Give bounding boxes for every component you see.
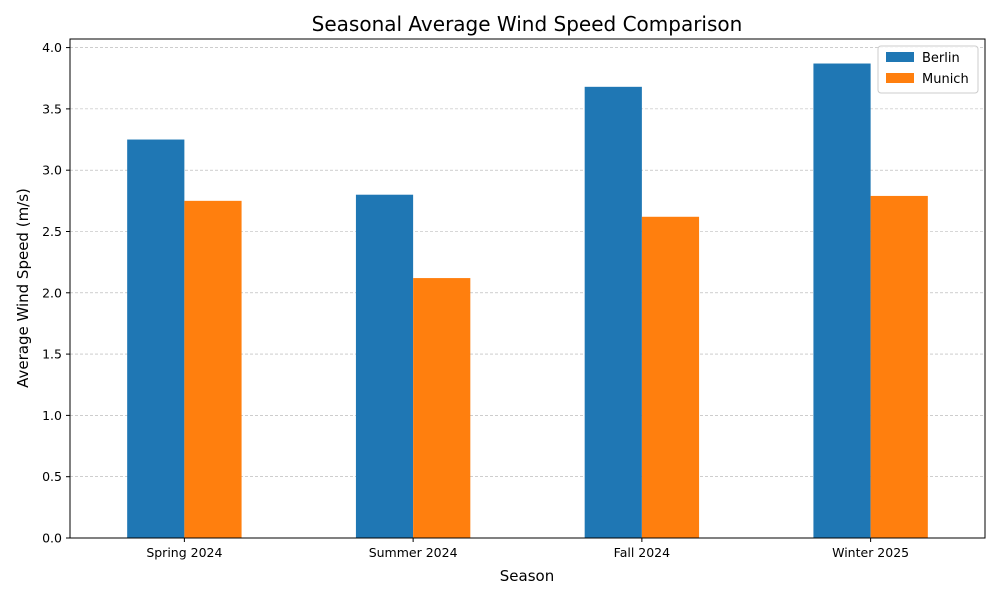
x-tick-label: Summer 2024: [369, 545, 458, 560]
legend-swatch-munich: [886, 73, 914, 83]
bar-berlin-3: [584, 86, 642, 538]
bar-munich-2: [413, 278, 471, 538]
bar-berlin-4: [813, 63, 871, 539]
bar-berlin-1: [127, 139, 185, 538]
legend-swatch-berlin: [886, 52, 914, 62]
bar-munich-4: [870, 195, 928, 538]
x-tick-label: Fall 2024: [614, 545, 670, 560]
y-tick-label: 1.0: [42, 408, 62, 423]
legend-label-berlin: Berlin: [922, 51, 960, 66]
y-tick-label: 0.0: [42, 531, 62, 546]
y-axis-ticks: 0.0 0.5 1.0 1.5 2.0 2.5 3.0 3.5 4.0: [42, 40, 70, 546]
legend-label-munich: Munich: [922, 72, 969, 87]
x-axis-label: Season: [500, 567, 554, 585]
bar-munich-3: [641, 216, 700, 538]
x-tick-label: Winter 2025: [832, 545, 909, 560]
y-tick-label: 3.5: [42, 101, 62, 116]
x-tick-label: Spring 2024: [146, 545, 222, 560]
y-tick-label: 1.5: [42, 347, 62, 362]
x-axis-ticks: Spring 2024 Summer 2024 Fall 2024 Winter 20…: [146, 538, 909, 560]
bars: [127, 63, 928, 539]
y-tick-label: 2.0: [42, 285, 62, 300]
y-tick-label: 4.0: [42, 40, 62, 55]
bar-berlin-2: [355, 194, 414, 538]
y-tick-label: 3.0: [42, 163, 62, 178]
bar-munich-1: [184, 200, 242, 539]
legend: Berlin Munich: [877, 45, 979, 94]
plot-frame: [69, 38, 986, 539]
y-tick-label: 0.5: [42, 469, 62, 484]
y-axis-label: Average Wind Speed (m/s): [14, 188, 32, 388]
y-tick-label: 2.5: [42, 224, 62, 239]
chart-title: Seasonal Average Wind Speed Comparison: [312, 12, 743, 36]
